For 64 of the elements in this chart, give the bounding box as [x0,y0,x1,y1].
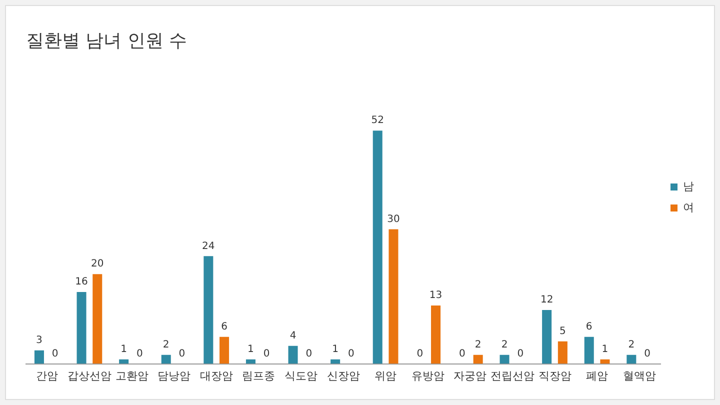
data-label: 1 [248,344,254,355]
data-label: 52 [371,115,384,126]
x-tick-label: 혈액암 [622,369,656,382]
data-label: 3 [36,334,42,346]
x-tick-label: 신장암 [326,369,360,382]
x-tick-label: 전립선암 [490,369,534,382]
x-tick-label: 대장암 [200,369,233,382]
data-label: 0 [52,348,58,360]
data-label: 1 [120,344,128,355]
x-tick-label: 담낭암 [158,369,191,382]
x-tick-label: 유방암 [411,369,444,382]
data-label: 0 [178,348,186,360]
data-label: 0 [416,348,424,360]
data-label: 12 [540,294,554,306]
bar [92,274,102,364]
x-tick-label: 폐암 [586,369,608,382]
bar [388,229,398,364]
data-label: 0 [459,348,466,360]
data-label: 13 [429,290,442,302]
bar [34,350,44,364]
x-tick-label: 위암 [374,369,397,382]
bar [626,354,636,364]
bar [288,346,298,364]
x-tick-label: 자궁암 [454,369,487,382]
bar [500,354,510,364]
bar [542,310,552,364]
x-tick-label: 식도암 [284,369,318,382]
data-label: 0 [517,348,524,360]
data-label: 2 [474,339,482,350]
data-label: 24 [202,240,215,252]
data-label: 1 [332,344,339,355]
data-label: 30 [387,214,400,225]
chart-title: 질환별 남녀 인원 수 [26,30,188,52]
bar [473,354,483,364]
data-label: 2 [501,339,508,350]
x-tick-label: 림프종 [242,369,276,382]
bar [431,305,441,364]
legend-label: 여 [683,200,694,214]
bar [161,354,171,364]
x-tick-label: 고환암 [115,369,148,382]
data-label: 2 [628,339,635,350]
data-label: 0 [348,348,354,360]
data-label: 1 [602,344,608,355]
legend-label: 남 [683,180,694,193]
data-label: 6 [221,321,228,332]
bar [220,336,230,364]
data-label: 5 [559,326,566,337]
bar [76,292,86,364]
bar [584,336,594,364]
x-tick-label: 직장암 [538,369,572,382]
data-label: 4 [290,330,296,342]
bar [372,130,382,364]
data-label: 20 [91,258,104,270]
bar [558,341,568,364]
data-label: 16 [75,276,88,288]
bar [204,256,214,364]
data-label: 0 [644,348,650,360]
data-label: 0 [306,348,312,360]
data-label: 6 [586,321,592,332]
x-tick-label: 갑상선암 [67,369,112,382]
data-label: 2 [162,339,170,350]
data-label: 0 [263,348,270,360]
x-tick-label: 간암 [36,369,58,382]
data-label: 0 [136,348,143,360]
